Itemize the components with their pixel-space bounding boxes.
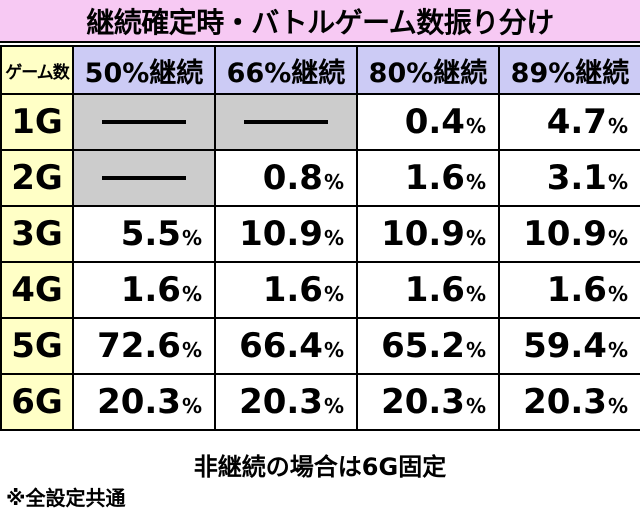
percent-sign: % xyxy=(465,226,486,250)
rate-cell: 59.4% xyxy=(498,317,640,375)
rate-cell: 66.4% xyxy=(214,317,358,375)
game-count-cell: 2G xyxy=(0,149,74,207)
rate-cell: 20.3% xyxy=(356,373,500,431)
rate-cell: 10.9% xyxy=(214,205,358,263)
header-row: ゲーム数 50%継続 66%継続 80%継続 89%継続 xyxy=(0,45,640,95)
percent-sign: % xyxy=(607,170,628,194)
percent-sign: % xyxy=(465,394,486,418)
column-header: 80%継続 xyxy=(356,45,500,95)
percent-sign: % xyxy=(181,394,202,418)
rate-value: 10.9 xyxy=(239,214,323,254)
corner-header: ゲーム数 xyxy=(0,45,74,95)
game-count-cell: 5G xyxy=(0,317,74,375)
column-header: 66%継続 xyxy=(214,45,358,95)
rate-value: 1.6 xyxy=(120,270,181,310)
rate-value: 20.3 xyxy=(381,382,465,422)
distribution-table: ゲーム数 50%継続 66%継続 80%継続 89%継続 1G 0.4% 4.7% 2… xyxy=(0,45,640,431)
rate-value: 20.3 xyxy=(97,382,181,422)
percent-sign: % xyxy=(323,394,344,418)
not-applicable-cell xyxy=(72,93,216,151)
rate-value: 0.8 xyxy=(262,158,323,198)
rate-cell: 72.6% xyxy=(72,317,216,375)
percent-sign: % xyxy=(607,338,628,362)
rate-value: 10.9 xyxy=(523,214,607,254)
table-row: 6G 20.3% 20.3% 20.3% 20.3% xyxy=(0,373,640,431)
non-continue-note: 非継続の場合は6G固定 xyxy=(193,453,447,481)
percent-sign: % xyxy=(465,282,486,306)
rate-cell: 3.1% xyxy=(498,149,640,207)
percent-sign: % xyxy=(607,282,628,306)
rate-value: 20.3 xyxy=(239,382,323,422)
percent-sign: % xyxy=(323,282,344,306)
game-count-cell: 4G xyxy=(0,261,74,319)
percent-sign: % xyxy=(323,170,344,194)
rate-cell: 10.9% xyxy=(498,205,640,263)
rate-cell: 65.2% xyxy=(356,317,500,375)
rate-value: 3.1 xyxy=(546,158,607,198)
rate-cell: 1.6% xyxy=(356,149,500,207)
rate-value: 4.7 xyxy=(546,102,607,142)
percent-sign: % xyxy=(465,338,486,362)
rate-cell: 1.6% xyxy=(356,261,500,319)
rate-cell: 20.3% xyxy=(72,373,216,431)
rate-value: 72.6 xyxy=(97,326,181,366)
rate-cell: 0.8% xyxy=(214,149,358,207)
percent-sign: % xyxy=(607,114,628,138)
rate-value: 10.9 xyxy=(381,214,465,254)
rate-value: 66.4 xyxy=(239,326,323,366)
percent-sign: % xyxy=(465,114,486,138)
rate-value: 1.6 xyxy=(404,158,465,198)
rate-cell: 0.4% xyxy=(356,93,500,151)
rate-value: 59.4 xyxy=(523,326,607,366)
all-settings-note: ※全設定共通 xyxy=(6,486,126,510)
table-row: 5G 72.6% 66.4% 65.2% 59.4% xyxy=(0,317,640,375)
percent-sign: % xyxy=(181,226,202,250)
percent-sign: % xyxy=(465,170,486,194)
rate-cell: 20.3% xyxy=(214,373,358,431)
rate-value: 65.2 xyxy=(381,326,465,366)
percent-sign: % xyxy=(323,226,344,250)
table-row: 2G 0.8% 1.6% 3.1% xyxy=(0,149,640,207)
not-applicable-cell xyxy=(72,149,216,207)
rate-cell: 1.6% xyxy=(72,261,216,319)
percent-sign: % xyxy=(181,338,202,362)
rate-value: 5.5 xyxy=(120,214,181,254)
table-row: 1G 0.4% 4.7% xyxy=(0,93,640,151)
rate-value: 20.3 xyxy=(523,382,607,422)
table-row: 3G 5.5% 10.9% 10.9% 10.9% xyxy=(0,205,640,263)
percent-sign: % xyxy=(323,338,344,362)
percent-sign: % xyxy=(607,226,628,250)
dash-mark xyxy=(244,120,328,124)
dash-mark xyxy=(102,120,186,124)
page-title: 継続確定時・バトルゲーム数振り分け xyxy=(0,0,640,43)
rate-cell: 5.5% xyxy=(72,205,216,263)
percent-sign: % xyxy=(181,282,202,306)
rate-cell: 20.3% xyxy=(498,373,640,431)
rate-value: 0.4 xyxy=(404,102,465,142)
rate-cell: 1.6% xyxy=(214,261,358,319)
percent-sign: % xyxy=(607,394,628,418)
rate-cell: 1.6% xyxy=(498,261,640,319)
rate-value: 1.6 xyxy=(546,270,607,310)
game-count-cell: 3G xyxy=(0,205,74,263)
table-row: 4G 1.6% 1.6% 1.6% 1.6% xyxy=(0,261,640,319)
rate-cell: 10.9% xyxy=(356,205,500,263)
column-header: 89%継続 xyxy=(498,45,640,95)
rate-value: 1.6 xyxy=(404,270,465,310)
rate-value: 1.6 xyxy=(262,270,323,310)
game-count-cell: 1G xyxy=(0,93,74,151)
rate-cell: 4.7% xyxy=(498,93,640,151)
game-count-cell: 6G xyxy=(0,373,74,431)
not-applicable-cell xyxy=(214,93,358,151)
dash-mark xyxy=(102,176,186,180)
column-header: 50%継続 xyxy=(72,45,216,95)
